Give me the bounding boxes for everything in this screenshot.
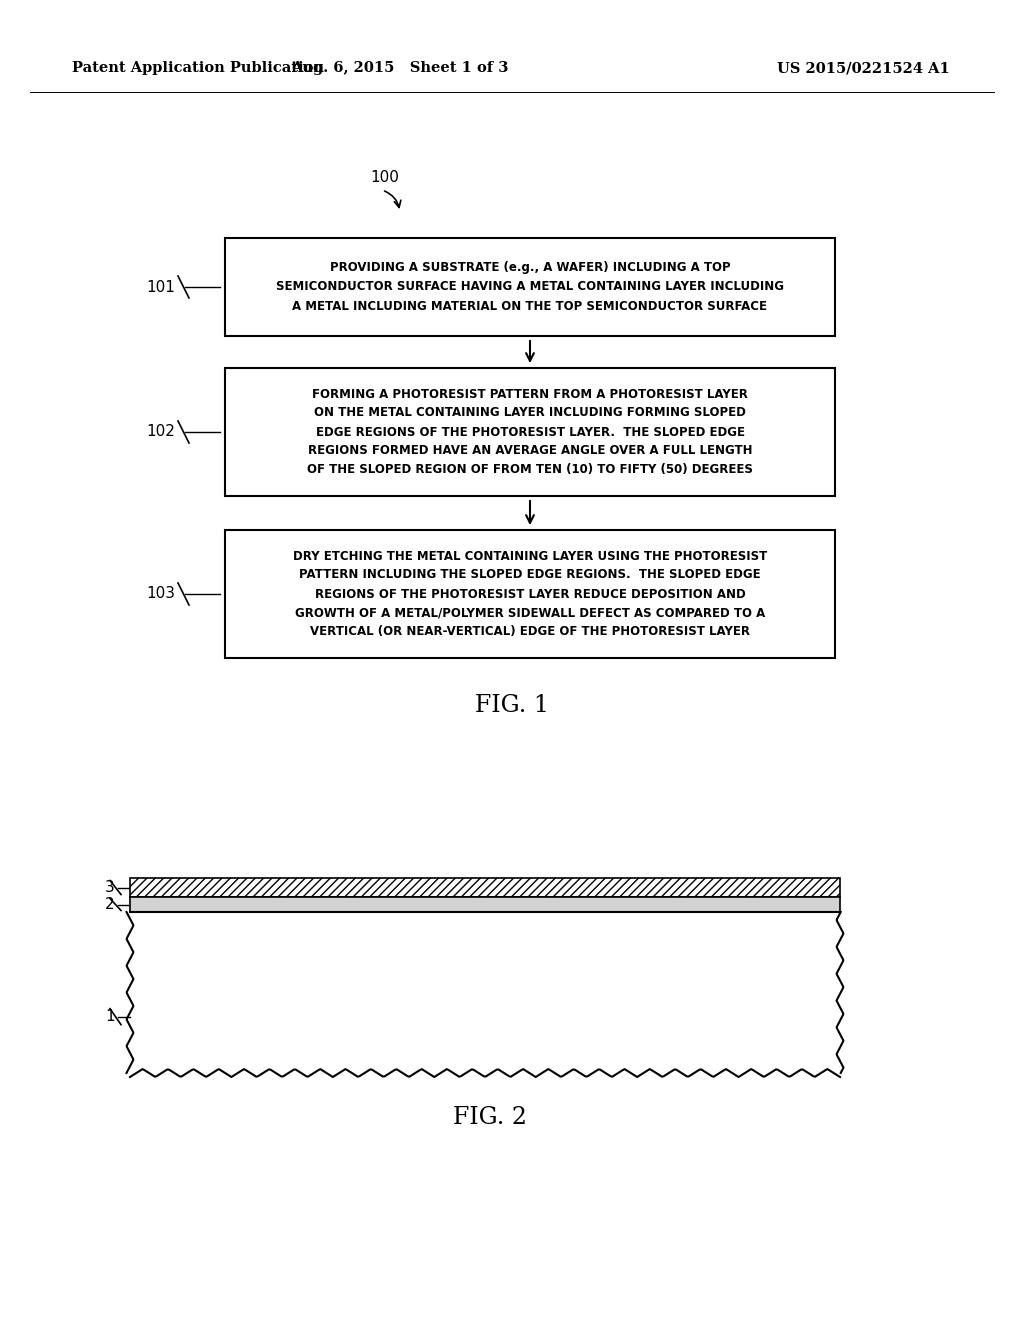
Bar <box>225 368 835 496</box>
Text: 102: 102 <box>146 425 175 440</box>
Bar <box>225 238 835 337</box>
Bar <box>225 531 835 657</box>
Bar <box>130 878 840 898</box>
Text: 3: 3 <box>105 880 115 895</box>
Bar <box>130 898 840 912</box>
Text: Patent Application Publication: Patent Application Publication <box>72 61 324 75</box>
Text: FIG. 1: FIG. 1 <box>475 693 549 717</box>
Text: FIG. 2: FIG. 2 <box>453 1106 527 1130</box>
Text: 101: 101 <box>146 280 175 294</box>
Text: 103: 103 <box>146 586 175 602</box>
Text: Aug. 6, 2015   Sheet 1 of 3: Aug. 6, 2015 Sheet 1 of 3 <box>291 61 509 75</box>
Text: US 2015/0221524 A1: US 2015/0221524 A1 <box>777 61 950 75</box>
Text: PROVIDING A SUBSTRATE (e.g., A WAFER) INCLUDING A TOP
SEMICONDUCTOR SURFACE HAVI: PROVIDING A SUBSTRATE (e.g., A WAFER) IN… <box>276 261 784 313</box>
Text: FORMING A PHOTORESIST PATTERN FROM A PHOTORESIST LAYER
ON THE METAL CONTAINING L: FORMING A PHOTORESIST PATTERN FROM A PHO… <box>307 388 753 477</box>
Bar <box>130 912 840 1073</box>
Text: DRY ETCHING THE METAL CONTAINING LAYER USING THE PHOTORESIST
PATTERN INCLUDING T: DRY ETCHING THE METAL CONTAINING LAYER U… <box>293 549 767 639</box>
Text: 2: 2 <box>105 898 115 912</box>
Text: 1: 1 <box>105 1010 115 1024</box>
Text: 100: 100 <box>370 170 399 186</box>
